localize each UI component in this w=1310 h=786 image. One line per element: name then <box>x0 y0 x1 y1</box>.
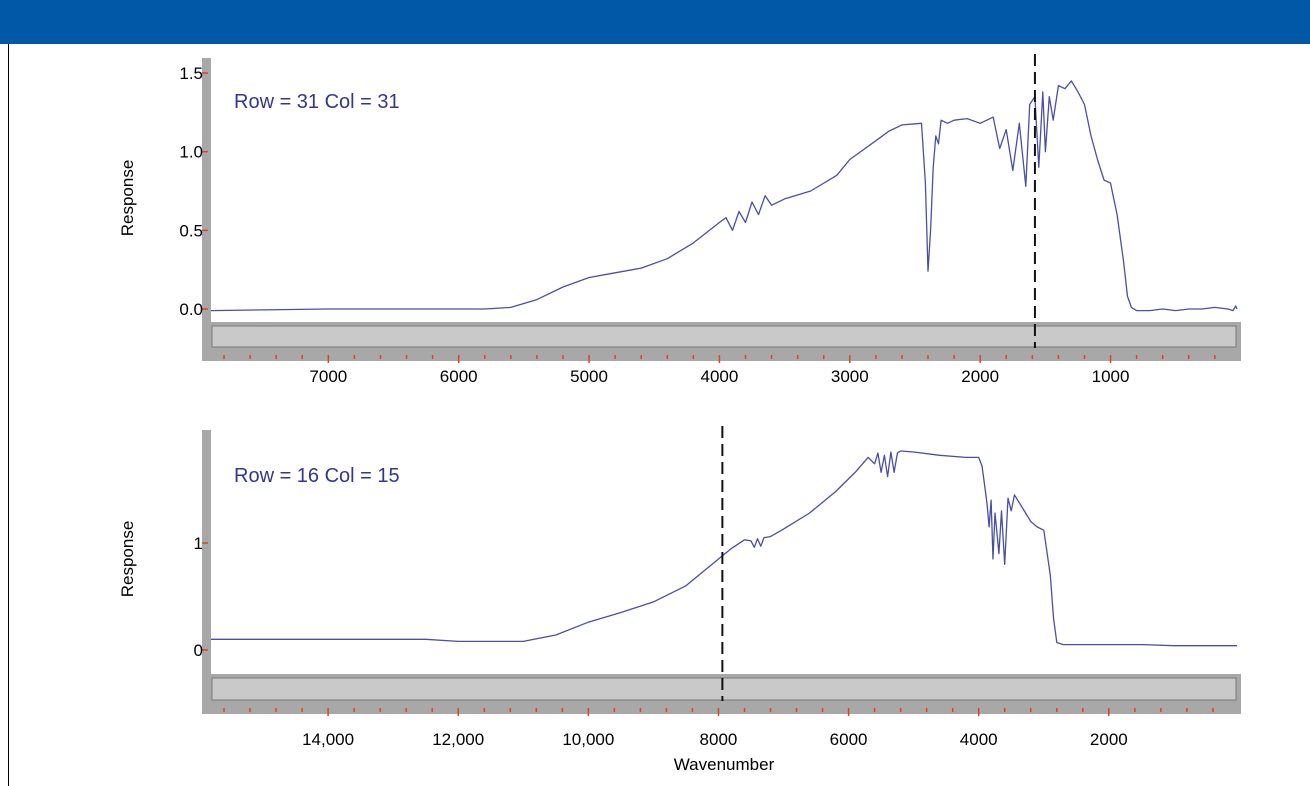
x-tick-label: 2000 <box>1090 730 1128 749</box>
x-tick-label: 6000 <box>830 730 868 749</box>
y-axis-bar <box>202 58 211 359</box>
x-tick-label: 5000 <box>570 367 608 386</box>
x-axis-title: Wavenumber <box>674 755 775 774</box>
x-tick-label: 14,000 <box>302 730 354 749</box>
x-tick-label: 8000 <box>700 730 738 749</box>
y-tick-label: 1 <box>194 534 203 553</box>
y-tick-label: 1.0 <box>179 143 203 162</box>
x-tick-label: 12,000 <box>432 730 484 749</box>
chart-panel-1: 1.5 1.0 0.5 0.0 7000 6000 5000 4000 3000 2000 1000… <box>118 54 1241 386</box>
x-tick-label: 6000 <box>440 367 478 386</box>
y-tick-label: 0.5 <box>179 221 203 240</box>
page-left-border <box>8 44 9 786</box>
spectrum-line <box>210 80 1238 312</box>
y-tick-label: 1.5 <box>179 64 203 83</box>
y-tick-label: 0.0 <box>179 300 203 319</box>
spectrum-line <box>211 450 1237 647</box>
x-tick-label: 7000 <box>309 367 347 386</box>
x-scrollbar[interactable] <box>211 677 1237 701</box>
x-tick-label: 3000 <box>831 367 869 386</box>
x-tick-label: 4000 <box>701 367 739 386</box>
row-col-annotation: Row = 31 Col = 31 <box>234 91 400 113</box>
x-scrollbar[interactable] <box>211 325 1237 348</box>
x-tick-label: 1000 <box>1092 367 1130 386</box>
x-tick-label: 4000 <box>960 730 998 749</box>
y-axis-title: Response <box>118 160 137 237</box>
y-axis-title: Response <box>118 521 137 598</box>
y-axis-bar <box>202 430 211 712</box>
x-tick-label: 2000 <box>961 367 999 386</box>
x-tick-label: 10,000 <box>562 730 614 749</box>
row-col-annotation: Row = 16 Col = 15 <box>234 465 400 487</box>
y-tick-label: 0 <box>194 641 203 660</box>
chart-panel-2: 1 0 14,000 12,000 10,000 8000 6000 4000 2000 Resp… <box>118 426 1241 774</box>
header-bar <box>0 0 1310 44</box>
